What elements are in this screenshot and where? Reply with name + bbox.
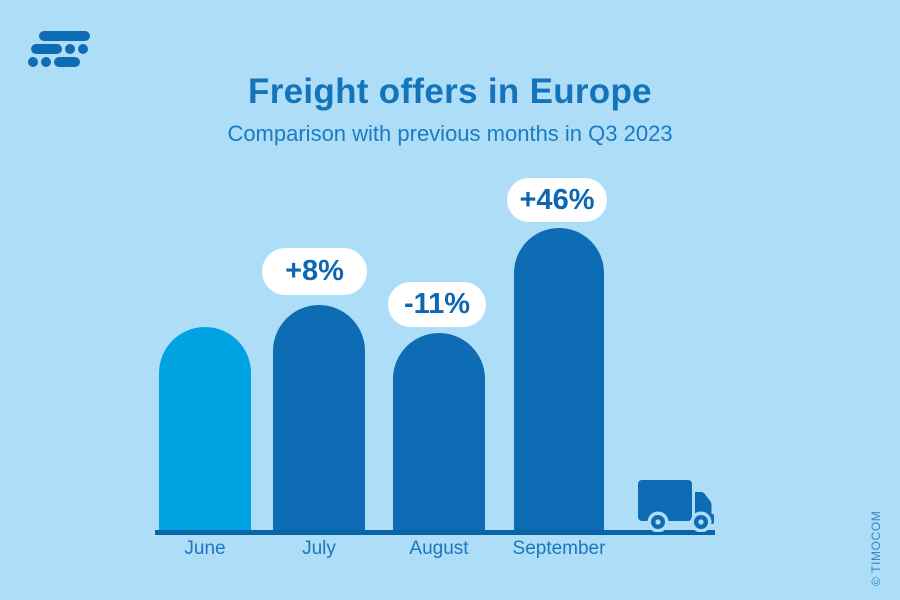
- truck-icon: [638, 480, 714, 532]
- axis-label-august: August: [409, 538, 469, 559]
- axis-label-july: July: [302, 538, 336, 559]
- logo-bar-3: [54, 57, 80, 67]
- copyright-text: © TIMOCOM: [869, 510, 883, 586]
- bar-august: [393, 333, 485, 533]
- change-badge-august: -11%: [388, 282, 486, 327]
- page-subtitle: Comparison with previous months in Q3 20…: [227, 121, 673, 146]
- axis-label-september: September: [512, 538, 606, 559]
- bar-june: [159, 327, 251, 533]
- logo-dot: [65, 44, 75, 54]
- logo-bar-1: [39, 31, 90, 41]
- change-badge-july: +8%: [262, 248, 367, 295]
- axis-label-june: June: [184, 538, 226, 559]
- logo-dot: [41, 57, 51, 67]
- bar-july: [273, 305, 365, 533]
- timocom-logo-icon: [25, 28, 95, 70]
- chart-baseline: [155, 530, 715, 535]
- logo-dot: [28, 57, 38, 67]
- page-title: Freight offers in Europe: [248, 72, 652, 111]
- logo-bar-2: [31, 44, 62, 54]
- change-badge-september: +46%: [507, 178, 607, 222]
- bar-september: [514, 228, 604, 532]
- logo-dot: [78, 44, 88, 54]
